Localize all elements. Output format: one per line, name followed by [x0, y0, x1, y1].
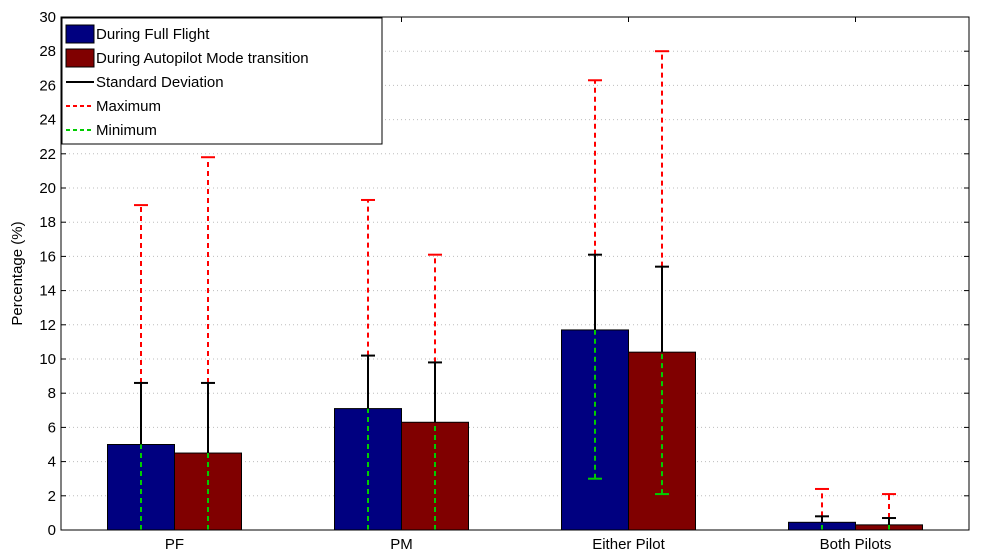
- legend-label: Maximum: [96, 98, 161, 115]
- y-tick-label: 18: [39, 214, 56, 231]
- y-tick-label: 30: [39, 9, 56, 26]
- legend-label: During Autopilot Mode transition: [96, 50, 309, 67]
- y-tick-label: 2: [48, 488, 56, 505]
- y-tick-label: 28: [39, 43, 56, 60]
- legend-label: Standard Deviation: [96, 74, 224, 91]
- error-bars: [134, 50, 896, 530]
- y-tick-label: 20: [39, 180, 56, 197]
- y-tick-label: 8: [48, 385, 56, 402]
- x-tick-label: PM: [390, 536, 413, 552]
- legend: During Full Flight During Autopilot Mode …: [61, 17, 383, 145]
- y-tick-label: 0: [48, 522, 56, 539]
- grid-lines: [61, 50, 969, 497]
- x-tick-label: PF: [165, 536, 184, 552]
- legend-label: During Full Flight: [96, 26, 210, 43]
- bar: [628, 351, 696, 531]
- x-tick-label: Either Pilot: [592, 536, 665, 552]
- y-tick-label: 24: [39, 112, 56, 129]
- y-tick-label: 22: [39, 146, 56, 163]
- y-axis-label: Percentage (%): [9, 221, 26, 325]
- legend-swatch: [65, 48, 95, 68]
- y-tick-label: 14: [39, 283, 56, 300]
- bars: [107, 329, 923, 531]
- y-tick-label: 10: [39, 351, 56, 368]
- legend-label: Minimum: [96, 122, 157, 139]
- x-tick-label: Both Pilots: [820, 536, 892, 552]
- y-tick-label: 26: [39, 77, 56, 94]
- plot-frame: [60, 16, 970, 531]
- bar: [107, 444, 175, 531]
- y-tick-label: 4: [48, 454, 56, 471]
- legend-swatch: [65, 24, 95, 44]
- y-tick-label: 16: [39, 248, 56, 265]
- y-tick-label: 6: [48, 419, 56, 436]
- legend-box: [61, 17, 383, 145]
- y-tick-label: 12: [39, 317, 56, 334]
